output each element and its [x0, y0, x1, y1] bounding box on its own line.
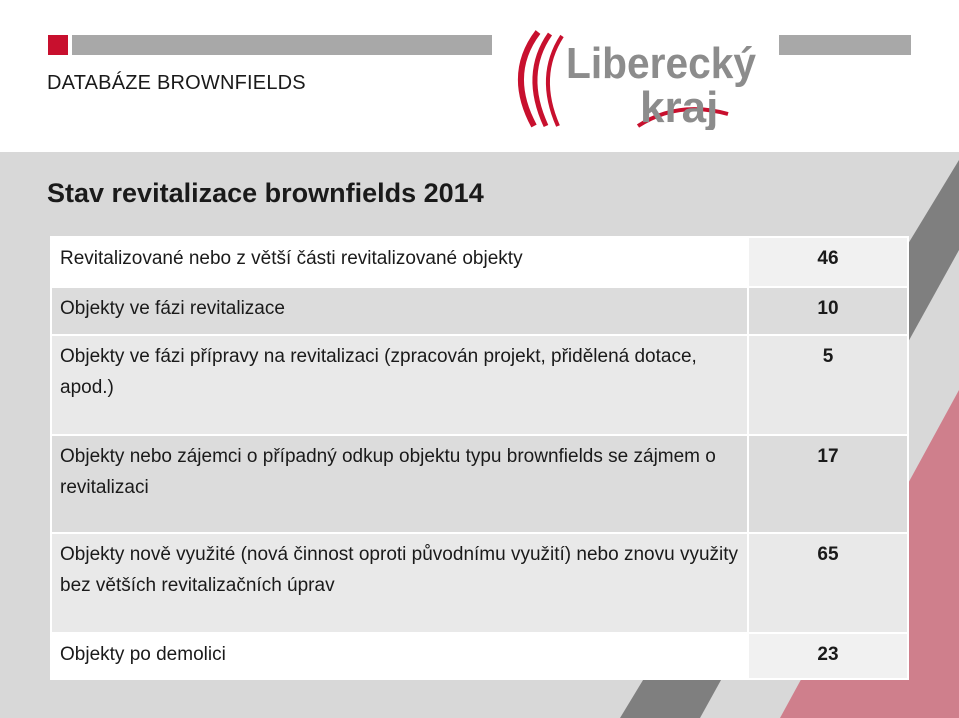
- row-label: Revitalizované nebo z větší části revita…: [50, 236, 749, 288]
- row-value: 5: [747, 334, 909, 436]
- logo-text-line1: Liberecký: [566, 39, 756, 88]
- row-value: 65: [747, 532, 909, 634]
- row-label: Objekty nebo zájemci o případný odkup ob…: [50, 434, 749, 534]
- section-label: DATABÁZE BROWNFIELDS: [47, 72, 306, 94]
- header: DATABÁZE BROWNFIELDS Liberecký kraj: [0, 0, 959, 152]
- table-row: Revitalizované nebo z větší části revita…: [50, 236, 909, 288]
- revitalization-table: Revitalizované nebo z větší části revita…: [50, 236, 909, 680]
- logo-arc-middle: [532, 32, 553, 128]
- row-label: Objekty po demolici: [50, 632, 749, 680]
- row-value: 10: [747, 286, 909, 336]
- logo-arc-inner: [546, 34, 564, 127]
- logo-arc-underline: [636, 107, 729, 128]
- row-label: Objekty ve fázi revitalizace: [50, 286, 749, 336]
- table-row: Objekty nově využité (nová činnost oprot…: [50, 532, 909, 634]
- table-row: Objekty ve fázi přípravy na revitalizaci…: [50, 334, 909, 436]
- logo-text-line2: kraj: [640, 83, 718, 130]
- accent-square: [48, 35, 68, 55]
- slide-title: Stav revitalizace brownfields 2014: [47, 178, 484, 208]
- table-row: Objekty po demolici 23: [50, 632, 909, 680]
- row-value: 46: [747, 236, 909, 288]
- row-label: Objekty ve fázi přípravy na revitalizaci…: [50, 334, 749, 436]
- liberecky-kraj-logo: Liberecký kraj: [517, 30, 756, 130]
- row-value: 23: [747, 632, 909, 680]
- header-bar-left: [72, 35, 492, 55]
- row-label: Objekty nově využité (nová činnost oprot…: [50, 532, 749, 634]
- table-row: Objekty ve fázi revitalizace 10: [50, 286, 909, 336]
- logo-arc-outer: [517, 30, 541, 128]
- logo-arcs: [517, 30, 729, 128]
- row-value: 17: [747, 434, 909, 534]
- table-row: Objekty nebo zájemci o případný odkup ob…: [50, 434, 909, 534]
- header-bar-right: [779, 35, 911, 55]
